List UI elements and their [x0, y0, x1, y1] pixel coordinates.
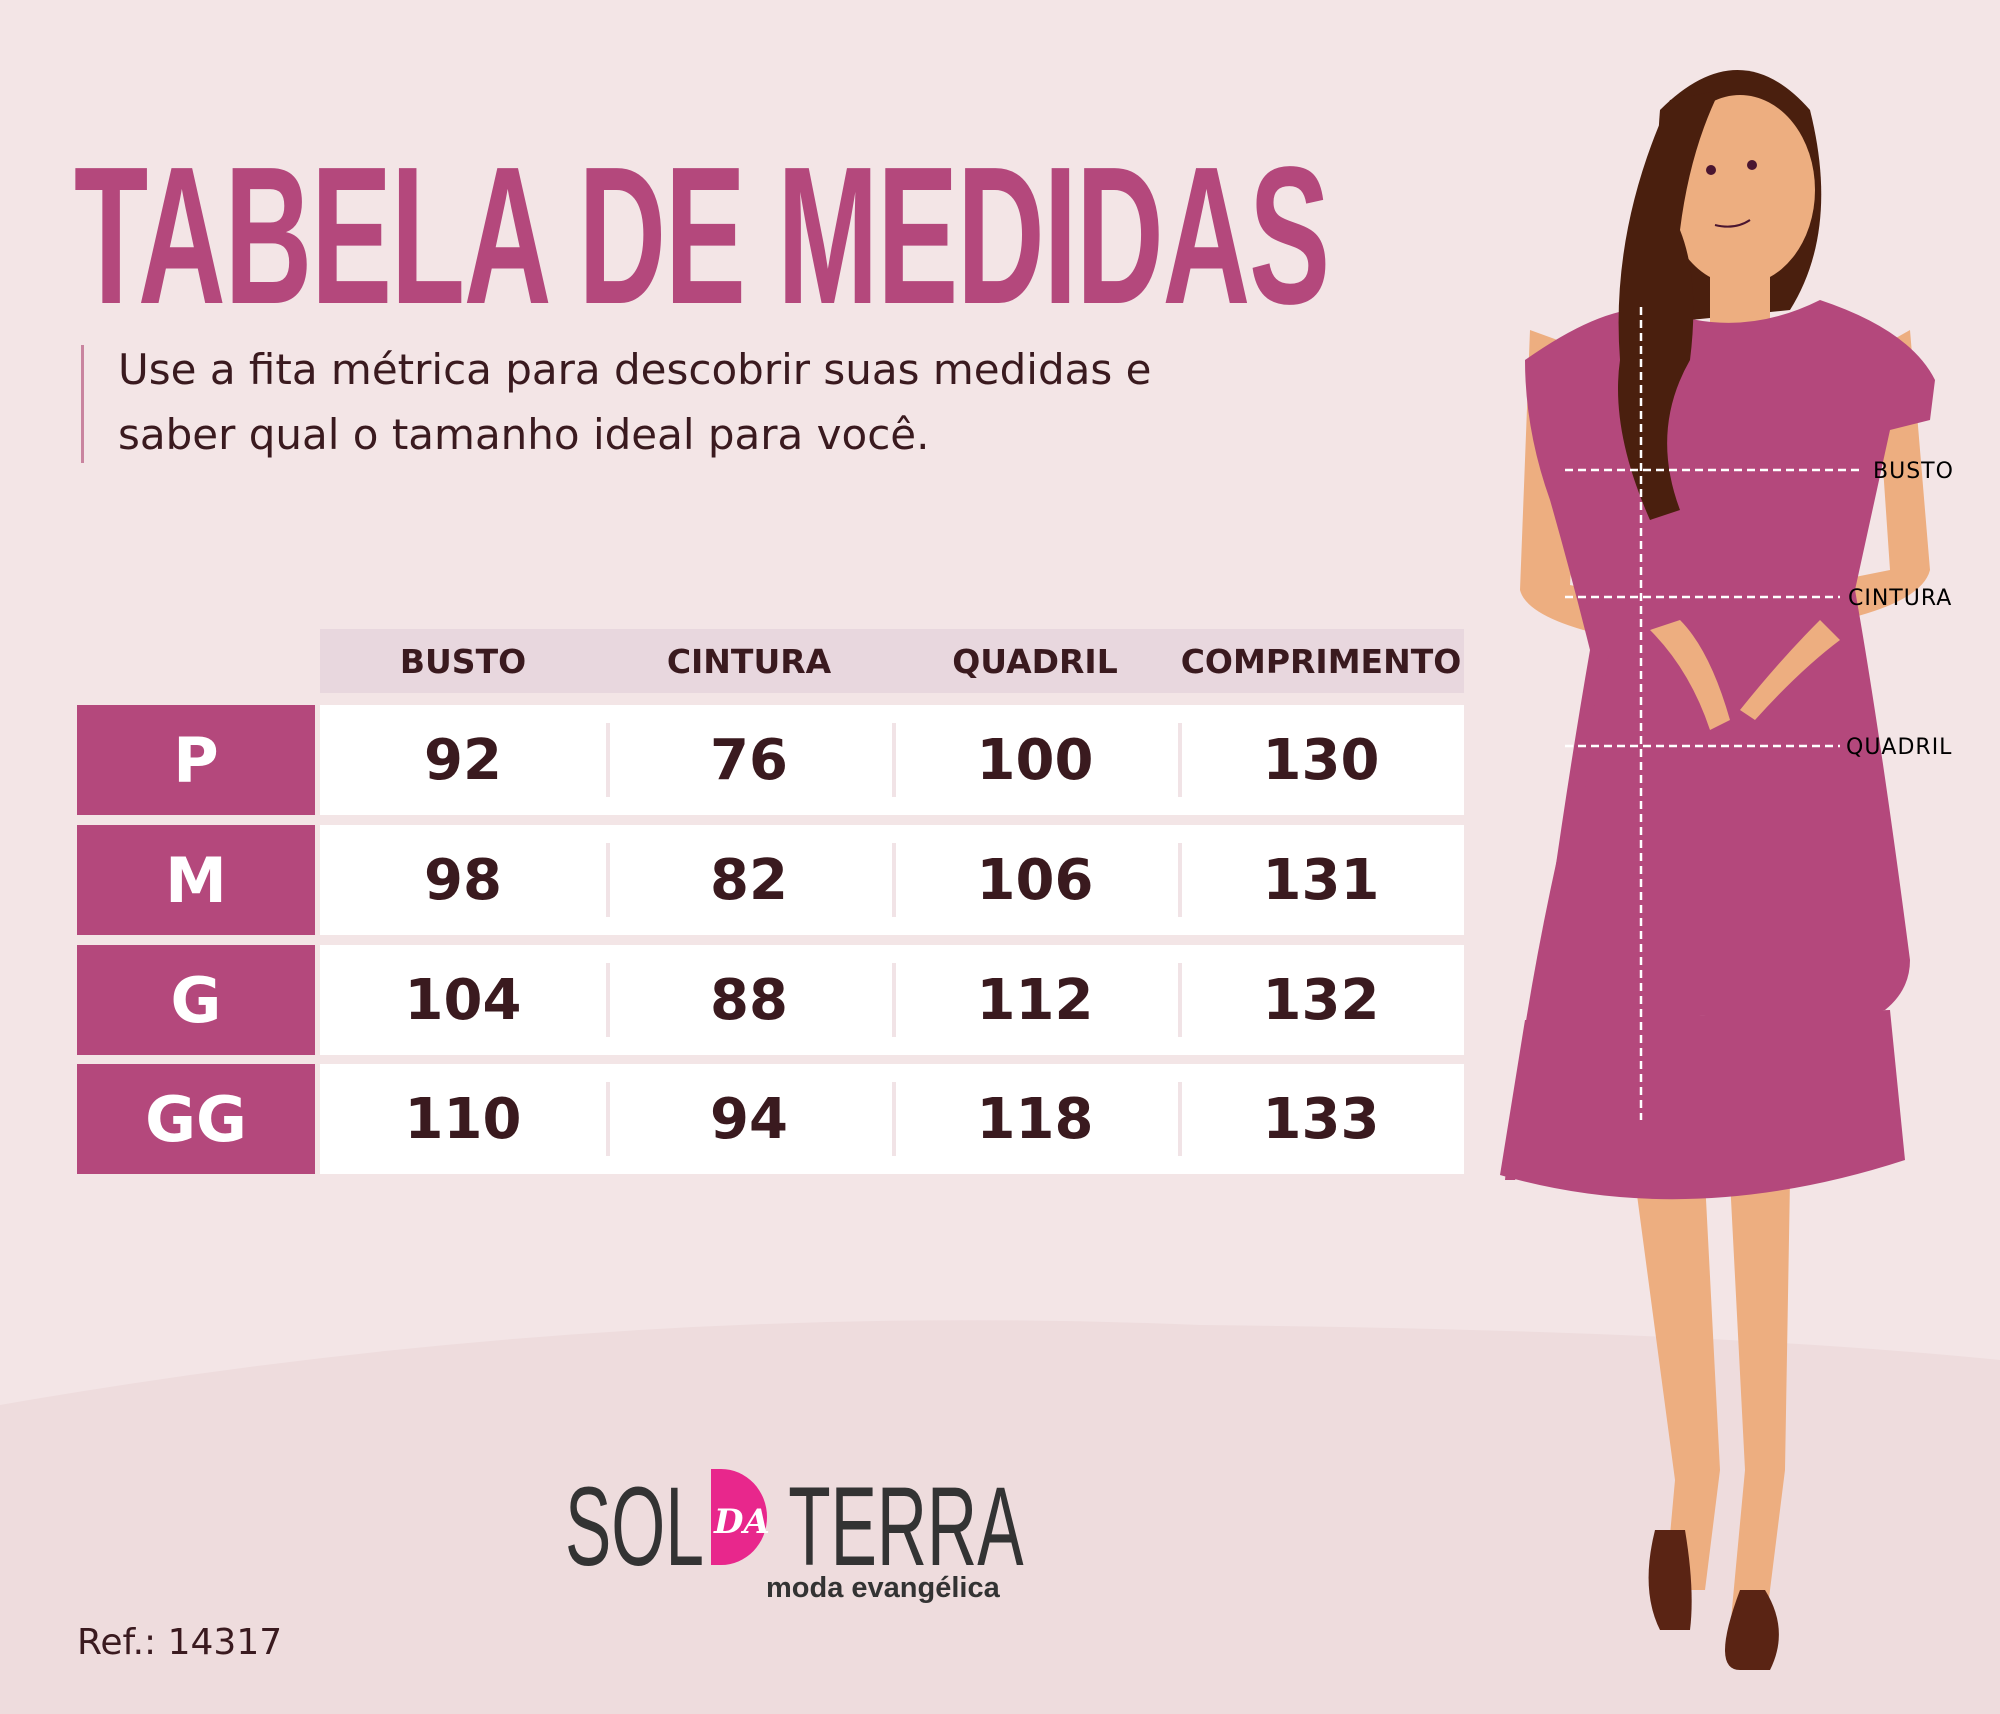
cell-cintura: 94 [606, 1064, 892, 1174]
header-comprimento: COMPRIMENTO [1180, 641, 1462, 681]
logo-sol: SOL [565, 1464, 704, 1570]
table-row: M 98 82 106 131 [77, 825, 1464, 935]
cell-comprimento: 132 [1178, 945, 1464, 1055]
label-quadril: QUADRIL [1846, 735, 1952, 760]
logo-terra: TERRA [788, 1464, 1023, 1570]
label-busto: BUSTO [1873, 459, 1954, 484]
subtitle-line-1: Use a fita métrica para descobrir suas m… [118, 345, 1152, 394]
size-label: M [77, 825, 315, 935]
logo-half-circle [711, 1469, 767, 1565]
cell-cintura: 88 [606, 945, 892, 1055]
size-label: G [77, 945, 315, 1055]
cell-busto: 110 [404, 1086, 522, 1152]
header-quadril: QUADRIL [952, 641, 1118, 681]
header-cintura: CINTURA [666, 641, 832, 681]
size-label: GG [77, 1064, 315, 1174]
table-row: G 104 88 112 132 [77, 945, 1464, 1055]
cell-busto: 104 [404, 967, 522, 1033]
logo-da: DA [713, 1502, 770, 1542]
cell-quadril: 100 [892, 705, 1178, 815]
header-busto: BUSTO [399, 641, 527, 681]
brand-logo: SOL DA TERRA [565, 1464, 1024, 1570]
page-title: TABELA DE MEDIDAS [74, 126, 1330, 345]
label-cintura: CINTURA [1848, 586, 1952, 611]
logo-tagline: moda evangélica [766, 1572, 1000, 1604]
table-row: P 92 76 100 130 [77, 705, 1464, 815]
cell-quadril: 118 [892, 1064, 1178, 1174]
table-header: BUSTO CINTURA QUADRIL COMPRIMENTO [320, 629, 1464, 693]
subtitle-line-2: saber qual o tamanho ideal para você. [118, 410, 930, 459]
cell-busto: 92 [424, 727, 502, 793]
cell-comprimento: 131 [1178, 825, 1464, 935]
reference-code: Ref.: 14317 [77, 1622, 283, 1663]
table-row: GG 110 94 118 133 [77, 1064, 1464, 1174]
cell-comprimento: 133 [1178, 1064, 1464, 1174]
size-label: P [77, 705, 315, 815]
cell-cintura: 76 [606, 705, 892, 815]
cell-comprimento: 130 [1178, 705, 1464, 815]
woman-illustration: BUSTO CINTURA QUADRIL [1500, 70, 1954, 1670]
cell-busto: 98 [424, 847, 502, 913]
cell-quadril: 112 [892, 945, 1178, 1055]
cell-cintura: 82 [606, 825, 892, 935]
cell-quadril: 106 [892, 825, 1178, 935]
subtitle-accent-bar [81, 345, 84, 463]
